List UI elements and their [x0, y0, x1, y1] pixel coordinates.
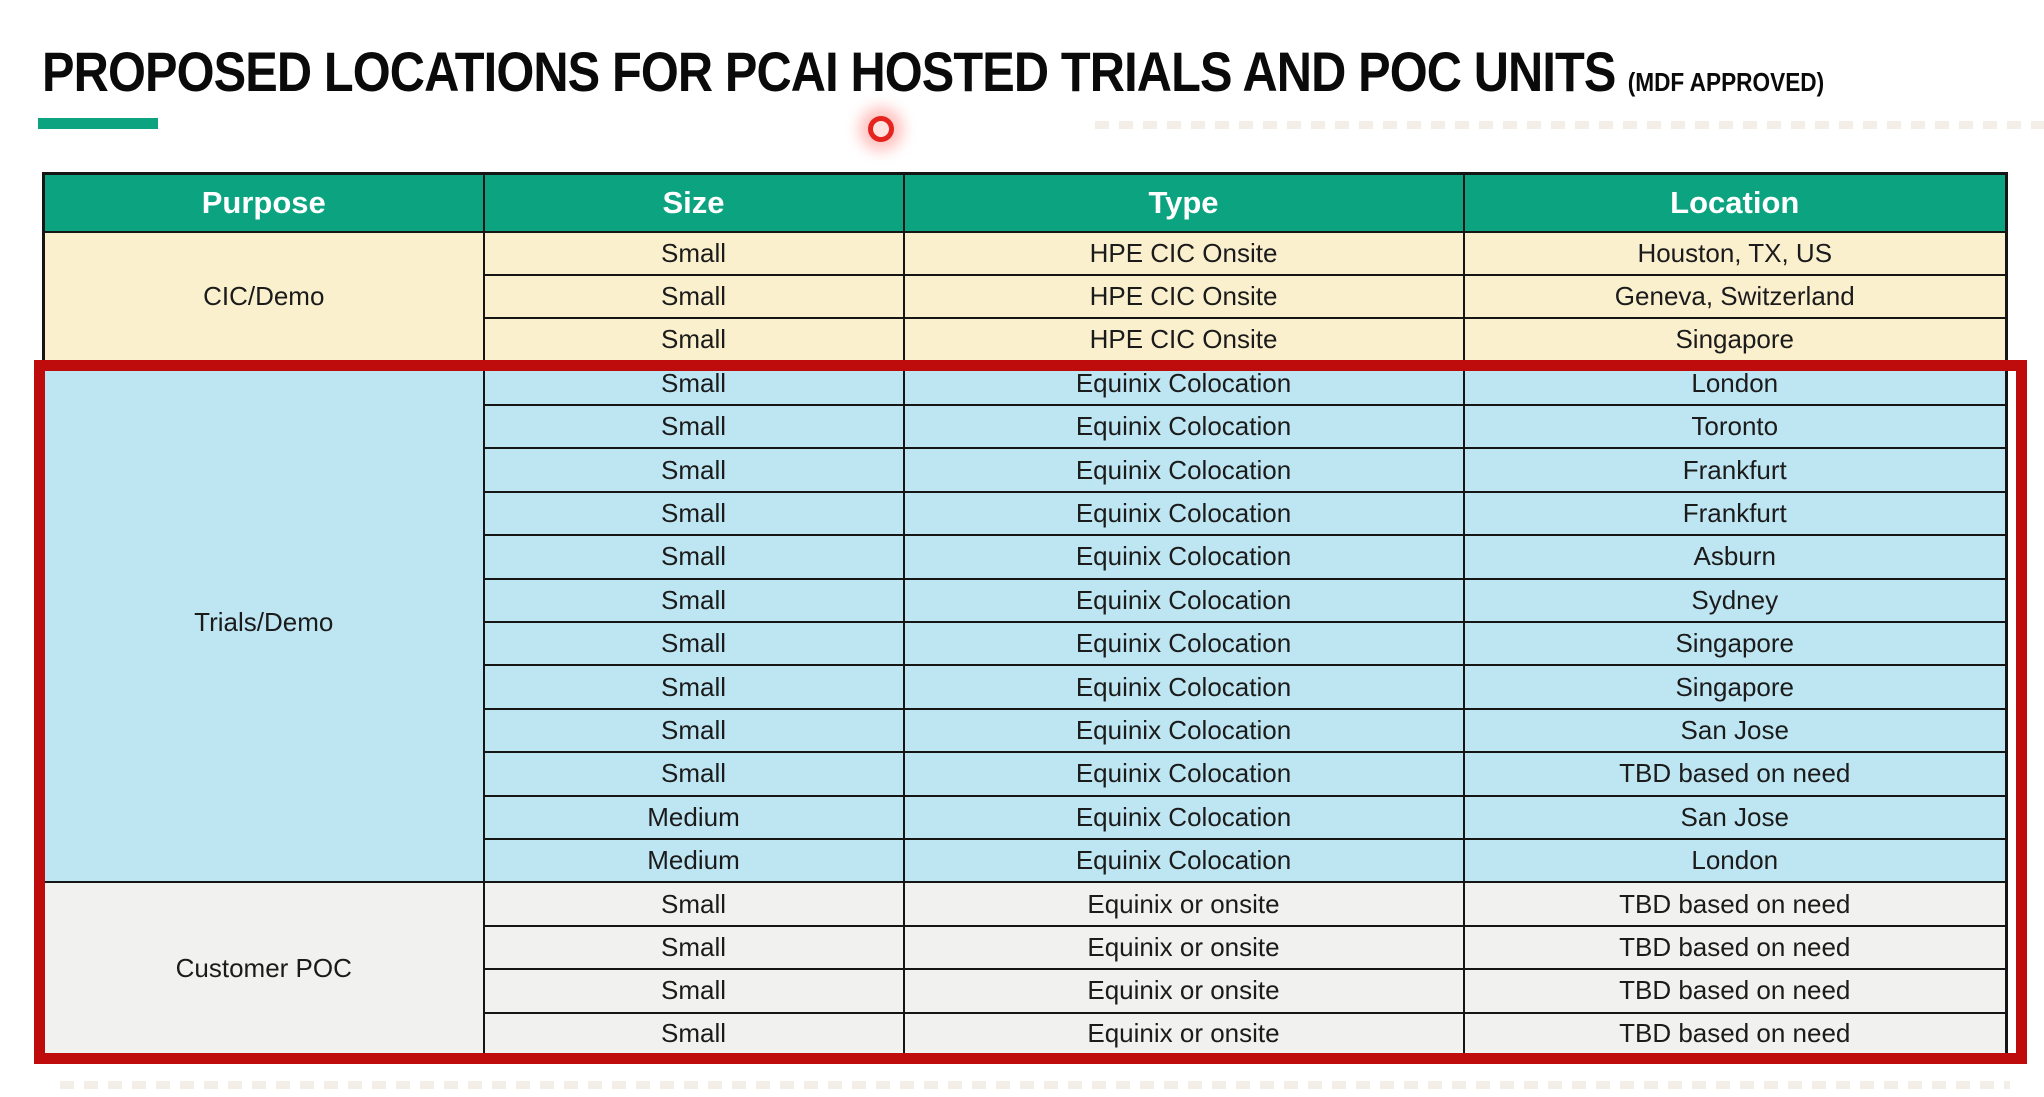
table-row: Small Equinix Colocation Singapore: [44, 621, 2008, 667]
table-row: Trials/Demo Small Equinix Colocation London: [42, 360, 2008, 884]
size-cell: Small: [482, 968, 905, 1014]
purpose-cell: CIC/Demo: [42, 230, 485, 363]
size-cell: Small: [482, 230, 905, 276]
location-cell: Frankfurt: [1462, 490, 2008, 537]
location-cell: London: [1462, 837, 2008, 884]
location-cell: TBD based on need: [1462, 751, 2008, 797]
type-cell: Equinix or onsite: [902, 924, 1465, 971]
accent-underline-bar: [38, 118, 158, 129]
page-title: PROPOSED LOCATIONS FOR PCAI HOSTED TRIAL…: [42, 44, 1824, 100]
size-cell: Small: [482, 273, 905, 320]
table-body: CIC/Demo Small HPE CIC Onsite Houston, TX, …: [42, 230, 2008, 1057]
table-row: Small Equinix Colocation Toronto: [44, 404, 2008, 450]
size-cell: Small: [482, 577, 905, 624]
location-cell: Sydney: [1462, 577, 2008, 624]
type-cell: Equinix Colocation: [902, 751, 1465, 797]
page-title-suffix: (MDF APPROVED): [1627, 67, 1825, 97]
size-cell: Small: [482, 490, 905, 537]
size-cell: Small: [482, 924, 905, 971]
watermark-strip-top: [1095, 121, 2044, 129]
table-row: Customer POC Small Equinix or onsite TBD ba…: [42, 881, 2008, 1057]
type-cell: HPE CIC Onsite: [902, 317, 1465, 363]
location-cell: Singapore: [1462, 621, 2008, 667]
column-header-type: Type: [902, 172, 1465, 233]
type-cell: Equinix Colocation: [902, 707, 1465, 754]
table-row: Small Equinix Colocation TBD based on need: [44, 751, 2008, 797]
size-cell: Small: [482, 447, 905, 493]
table-row: Small Equinix Colocation Singapore: [44, 664, 2008, 710]
purpose-cell: Customer POC: [42, 881, 485, 1057]
locations-table: Purpose Size Type Location CIC/Demo Small HPE…: [42, 172, 2008, 1058]
column-header-purpose: Purpose: [42, 172, 485, 233]
size-cell: Small: [482, 317, 905, 363]
type-cell: Equinix or onsite: [902, 881, 1465, 927]
laser-pointer-dot: [868, 116, 894, 142]
type-cell: Equinix Colocation: [902, 404, 1465, 450]
size-cell: Small: [482, 881, 905, 927]
size-cell: Small: [482, 404, 905, 450]
size-cell: Small: [482, 621, 905, 667]
size-cell: Small: [482, 664, 905, 710]
type-cell: Equinix Colocation: [902, 837, 1465, 884]
type-cell: Equinix Colocation: [902, 534, 1465, 580]
size-cell: Small: [482, 360, 905, 407]
location-cell: Frankfurt: [1462, 447, 2008, 493]
page-title-text: PROPOSED LOCATIONS FOR PCAI HOSTED TRIAL…: [42, 40, 1616, 103]
location-cell: London: [1462, 360, 2008, 407]
location-cell: TBD based on need: [1462, 924, 2008, 971]
location-cell: Houston, TX, US: [1462, 230, 2008, 276]
table-row: Medium Equinix Colocation London: [44, 837, 2008, 884]
table-row: Small Equinix or onsite TBD based on need: [44, 924, 2008, 971]
size-cell: Medium: [482, 794, 905, 840]
column-header-location: Location: [1462, 172, 2008, 233]
location-cell: TBD based on need: [1462, 1011, 2008, 1057]
table-row: Small HPE CIC Onsite Geneva, Switzerland: [44, 273, 2008, 320]
location-cell: Singapore: [1462, 664, 2008, 710]
type-cell: HPE CIC Onsite: [902, 273, 1465, 320]
location-cell: San Jose: [1462, 794, 2008, 840]
table-row: Small HPE CIC Onsite Singapore: [44, 317, 2008, 363]
location-cell: TBD based on need: [1462, 968, 2008, 1014]
table-row: Small Equinix Colocation San Jose: [44, 707, 2008, 754]
table-row: Small Equinix Colocation Sydney: [44, 577, 2008, 624]
table-row: Small Equinix Colocation Frankfurt: [44, 490, 2008, 537]
size-cell: Small: [482, 534, 905, 580]
size-cell: Small: [482, 751, 905, 797]
type-cell: Equinix Colocation: [902, 664, 1465, 710]
table-row: Small Equinix Colocation Asburn: [44, 534, 2008, 580]
table-row: Small Equinix Colocation Frankfurt: [44, 447, 2008, 493]
type-cell: Equinix Colocation: [902, 577, 1465, 624]
size-cell: Small: [482, 707, 905, 754]
location-cell: TBD based on need: [1462, 881, 2008, 927]
type-cell: Equinix or onsite: [902, 1011, 1465, 1057]
size-cell: Small: [482, 1011, 905, 1057]
purpose-cell: Trials/Demo: [42, 360, 485, 884]
column-header-size: Size: [482, 172, 905, 233]
type-cell: Equinix or onsite: [902, 968, 1465, 1014]
watermark-strip-bottom: [60, 1081, 2010, 1089]
table-row: Small Equinix or onsite TBD based on need: [44, 968, 2008, 1014]
type-cell: HPE CIC Onsite: [902, 230, 1465, 276]
type-cell: Equinix Colocation: [902, 621, 1465, 667]
location-cell: San Jose: [1462, 707, 2008, 754]
type-cell: Equinix Colocation: [902, 447, 1465, 493]
table-header: Purpose Size Type Location: [42, 172, 2008, 233]
location-cell: Toronto: [1462, 404, 2008, 450]
size-cell: Medium: [482, 837, 905, 884]
type-cell: Equinix Colocation: [902, 490, 1465, 537]
type-cell: Equinix Colocation: [902, 360, 1465, 407]
location-cell: Asburn: [1462, 534, 2008, 580]
location-cell: Singapore: [1462, 317, 2008, 363]
header-row: Purpose Size Type Location: [42, 172, 2008, 233]
location-cell: Geneva, Switzerland: [1462, 273, 2008, 320]
type-cell: Equinix Colocation: [902, 794, 1465, 840]
table-row: CIC/Demo Small HPE CIC Onsite Houston, TX, …: [42, 230, 2008, 363]
table-row: Medium Equinix Colocation San Jose: [44, 794, 2008, 840]
